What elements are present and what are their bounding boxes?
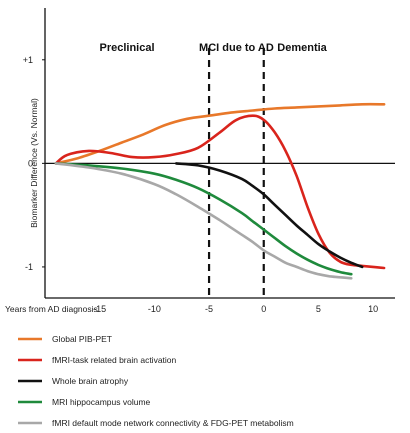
legend-label: Global PIB-PET <box>52 334 112 344</box>
series-line-3 <box>175 162 364 269</box>
y-tick-label: 0 <box>28 158 33 168</box>
x-tick-label: 0 <box>261 304 266 314</box>
series-line-2 <box>54 114 386 270</box>
phase-label: Preclinical <box>100 42 155 54</box>
series-line-4 <box>54 162 353 276</box>
x-axis-label: Years from AD diagnosis <box>5 304 98 314</box>
legend-label: MRI hippocampus volume <box>52 397 151 407</box>
phase-label: Dementia <box>277 42 327 54</box>
y-axis-label: Biomarker Difference (Vs. Normal) <box>29 98 39 228</box>
y-tick-label: +1 <box>23 55 33 65</box>
legend-label: fMRI default mode network connectivity &… <box>52 418 294 428</box>
x-tick-label: -15 <box>93 304 106 314</box>
x-tick-label: 10 <box>368 304 378 314</box>
y-tick-label: -1 <box>25 262 33 272</box>
x-tick-label: 5 <box>316 304 321 314</box>
x-tick-label: -5 <box>205 304 213 314</box>
phase-label: MCI due to AD <box>199 42 274 54</box>
x-tick-label: -10 <box>148 304 161 314</box>
legend-label: fMRI-task related brain activation <box>52 355 177 365</box>
series-line-5 <box>54 162 353 280</box>
series-line-1 <box>54 102 386 165</box>
legend-label: Whole brain atrophy <box>52 376 129 386</box>
